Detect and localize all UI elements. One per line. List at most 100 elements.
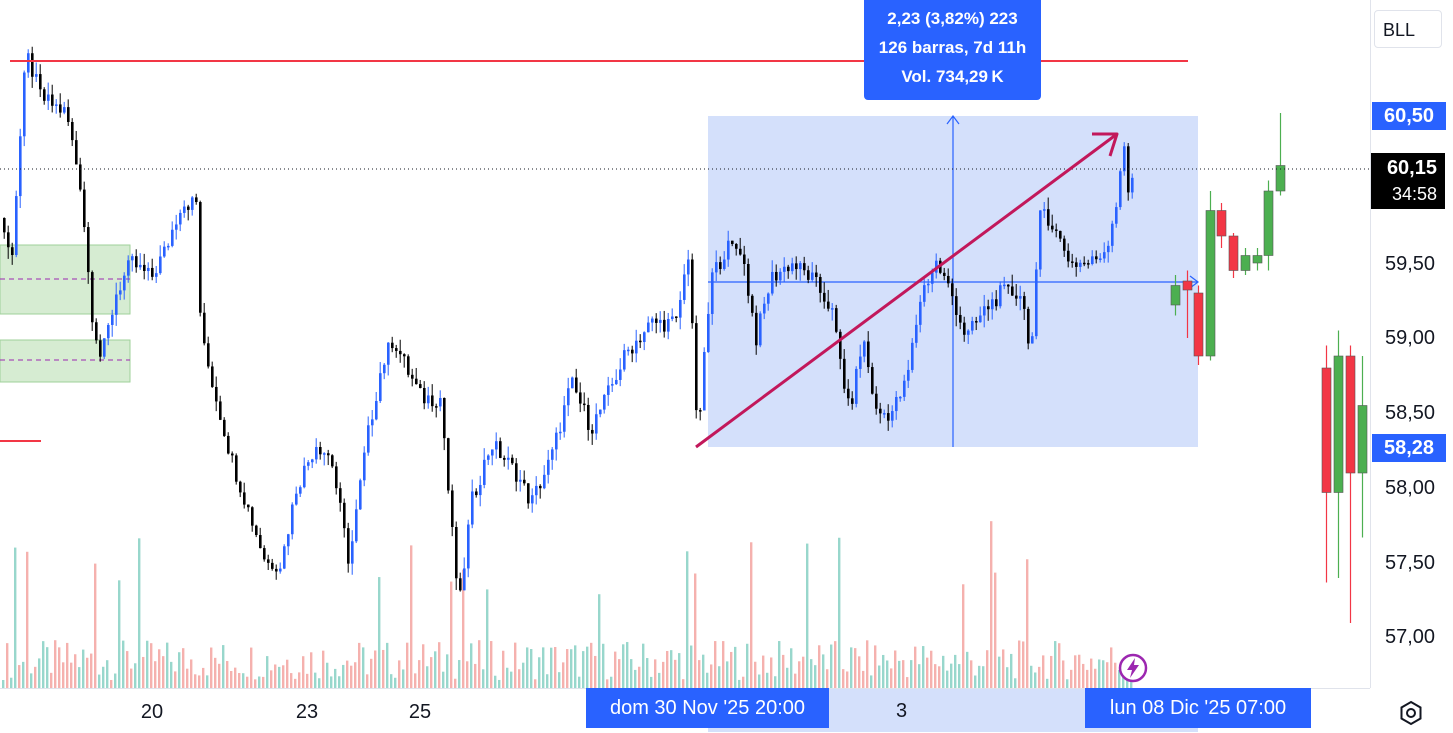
volume-bar <box>778 641 781 688</box>
candle-body <box>1075 262 1078 267</box>
volume-bar <box>62 662 65 688</box>
candle-body <box>619 369 622 380</box>
volume-bar <box>302 656 305 688</box>
candle-body <box>11 247 14 256</box>
volume-bar <box>806 543 809 688</box>
volume-bar <box>858 656 861 688</box>
candle-body <box>1051 225 1054 230</box>
volume-bar <box>574 645 577 688</box>
volume-bar <box>962 584 965 688</box>
volume-bar <box>354 662 357 688</box>
volume-bar <box>862 670 865 688</box>
volume-bar <box>1126 675 1129 688</box>
volume-bar <box>378 577 381 688</box>
volume-bar <box>702 654 705 688</box>
volume-bar <box>782 654 785 688</box>
symbol-selector-button[interactable]: BLL <box>1374 10 1442 48</box>
volume-bar <box>542 647 545 688</box>
volume-bar <box>434 651 437 688</box>
chart-pane[interactable] <box>0 0 1370 688</box>
candle-body <box>1275 165 1286 192</box>
settings-gear-icon[interactable] <box>1396 698 1426 728</box>
candle-body <box>315 447 318 460</box>
volume-bar <box>106 660 109 688</box>
volume-bar <box>206 675 209 688</box>
volume-bar <box>210 647 213 688</box>
volume-bar <box>446 654 449 688</box>
volume-bar <box>1018 640 1021 688</box>
candle-body <box>795 263 798 270</box>
candle-body <box>607 385 610 395</box>
candle-body <box>1019 296 1022 299</box>
volume-bar <box>978 665 981 688</box>
candle-body <box>59 104 62 113</box>
candle-body <box>815 272 818 278</box>
volume-bar <box>914 646 917 688</box>
candle-body <box>803 263 806 271</box>
candle-body <box>531 495 534 504</box>
candle-body <box>747 264 750 296</box>
volume-bar <box>102 666 105 688</box>
volume-bar <box>1054 641 1057 688</box>
candle-body <box>471 491 474 525</box>
candle-body <box>891 411 894 421</box>
candle-body <box>211 366 214 387</box>
volume-bar <box>78 667 81 688</box>
candle-body <box>955 296 958 315</box>
candle-body <box>443 398 446 439</box>
volume-bar <box>618 659 621 688</box>
volume-bar <box>622 644 625 688</box>
demand-zones <box>0 244 131 383</box>
volume-bar <box>26 551 29 688</box>
candle-body <box>567 388 570 406</box>
volume-bar <box>690 645 693 688</box>
candle-body <box>563 405 566 432</box>
candle-body <box>159 256 162 274</box>
price-axis[interactable]: 59,00 59,50 58,50 58,00 57,50 57,00 60,5… <box>1370 0 1453 688</box>
volume-bar <box>502 650 505 688</box>
volume-bar <box>242 673 245 688</box>
volume-bar <box>938 666 941 688</box>
volume-bar <box>794 673 797 688</box>
candle-body <box>251 507 254 526</box>
volume-bar <box>546 674 549 688</box>
volume-bar <box>338 676 341 688</box>
volume-bar <box>298 672 301 688</box>
volume-bar <box>598 594 601 688</box>
candle-body <box>87 227 90 273</box>
candle-body <box>247 504 250 508</box>
volume-bar <box>322 650 325 688</box>
candle-body <box>411 374 414 379</box>
volume-bar <box>590 642 593 688</box>
candle-body <box>459 578 462 591</box>
volume-bar <box>834 641 837 688</box>
volume-bar <box>34 666 37 688</box>
volume-bar <box>562 662 565 688</box>
candle-body <box>463 568 466 591</box>
volume-bar <box>846 671 849 688</box>
volume-bar <box>786 667 789 688</box>
candle-body <box>1131 177 1134 193</box>
candle-body <box>1043 209 1046 211</box>
volume-bar <box>410 545 413 688</box>
lightning-icon[interactable] <box>1117 652 1149 684</box>
candle-body <box>1170 285 1181 306</box>
volume-bar <box>22 661 25 688</box>
volume-bar <box>1114 662 1117 688</box>
volume-bar <box>910 660 913 688</box>
candle-body <box>887 413 890 421</box>
candle-body <box>1252 255 1263 264</box>
volume-bar <box>162 656 165 688</box>
candle-body <box>407 356 410 375</box>
candle-body <box>1055 229 1058 231</box>
candle-body <box>927 283 930 286</box>
candle-body <box>267 559 270 563</box>
volume-bar <box>126 651 129 688</box>
volume-bar <box>1038 666 1041 688</box>
volume-bar <box>38 658 41 688</box>
candle-body <box>431 395 434 407</box>
volume-bar <box>518 669 521 688</box>
price-chart[interactable] <box>0 0 1370 688</box>
candle-body <box>451 490 454 528</box>
candle-body <box>723 259 726 269</box>
